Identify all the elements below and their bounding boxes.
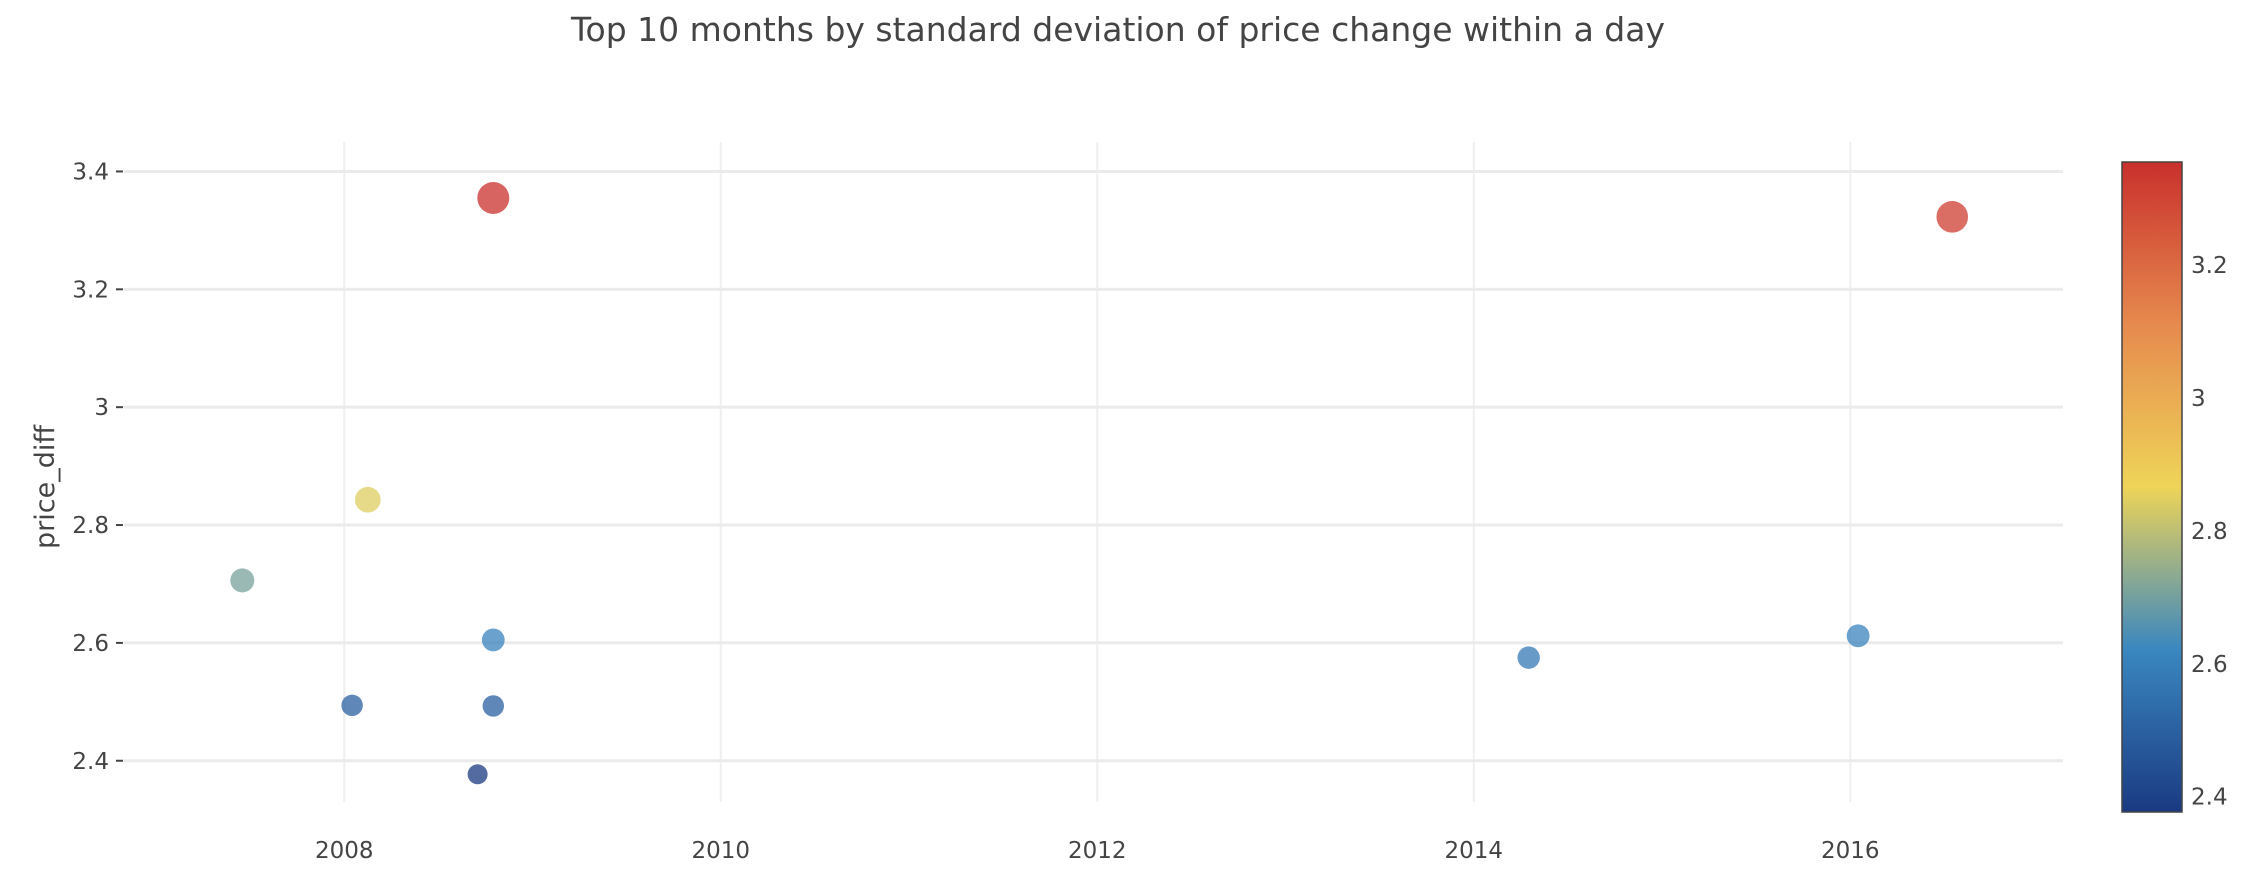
colorbar-tick-label: 2.4 [2191, 785, 2228, 811]
y-axis: 2.4 2.6 2.8 3 3.2 3.4 [72, 159, 123, 775]
x-tick-label: 2012 [1068, 838, 1127, 864]
data-point[interactable] [341, 694, 363, 717]
data-point[interactable] [1517, 646, 1540, 669]
x-tick-label: 2016 [1821, 838, 1880, 864]
data-points[interactable] [230, 181, 1969, 785]
data-point[interactable] [1936, 201, 1969, 233]
data-point[interactable] [1846, 624, 1870, 648]
data-point[interactable] [230, 568, 255, 593]
colorbar: 2.4 2.6 2.8 3 3.2 [2121, 161, 2228, 813]
y-axis-label: price_diff [30, 424, 61, 549]
y-tick-label: 3 [94, 395, 109, 421]
chart-title: Top 10 months by standard deviation of p… [570, 10, 1665, 49]
grid [124, 142, 2063, 802]
data-point[interactable] [354, 486, 381, 513]
data-point[interactable] [467, 764, 488, 785]
colorbar-tick-label: 2.8 [2191, 519, 2228, 545]
x-tick-label: 2014 [1444, 838, 1503, 864]
colorbar-tick-label: 2.6 [2191, 652, 2228, 678]
colorbar-gradient [2121, 161, 2183, 813]
y-tick-label: 3.4 [72, 159, 109, 185]
data-point[interactable] [482, 695, 505, 717]
data-point[interactable] [477, 181, 510, 214]
data-point[interactable] [481, 628, 505, 652]
y-tick-label: 2.4 [72, 749, 109, 775]
y-tick-label: 2.6 [72, 631, 109, 657]
y-tick-label: 3.2 [72, 277, 109, 303]
y-tick-label: 2.8 [72, 513, 109, 539]
x-tick-label: 2008 [315, 838, 374, 864]
x-tick-label: 2010 [691, 838, 750, 864]
x-axis: 2008 2010 2012 2014 2016 [315, 838, 1880, 864]
colorbar-tick-label: 3.2 [2191, 253, 2228, 279]
colorbar-tick-label: 3 [2191, 386, 2206, 412]
